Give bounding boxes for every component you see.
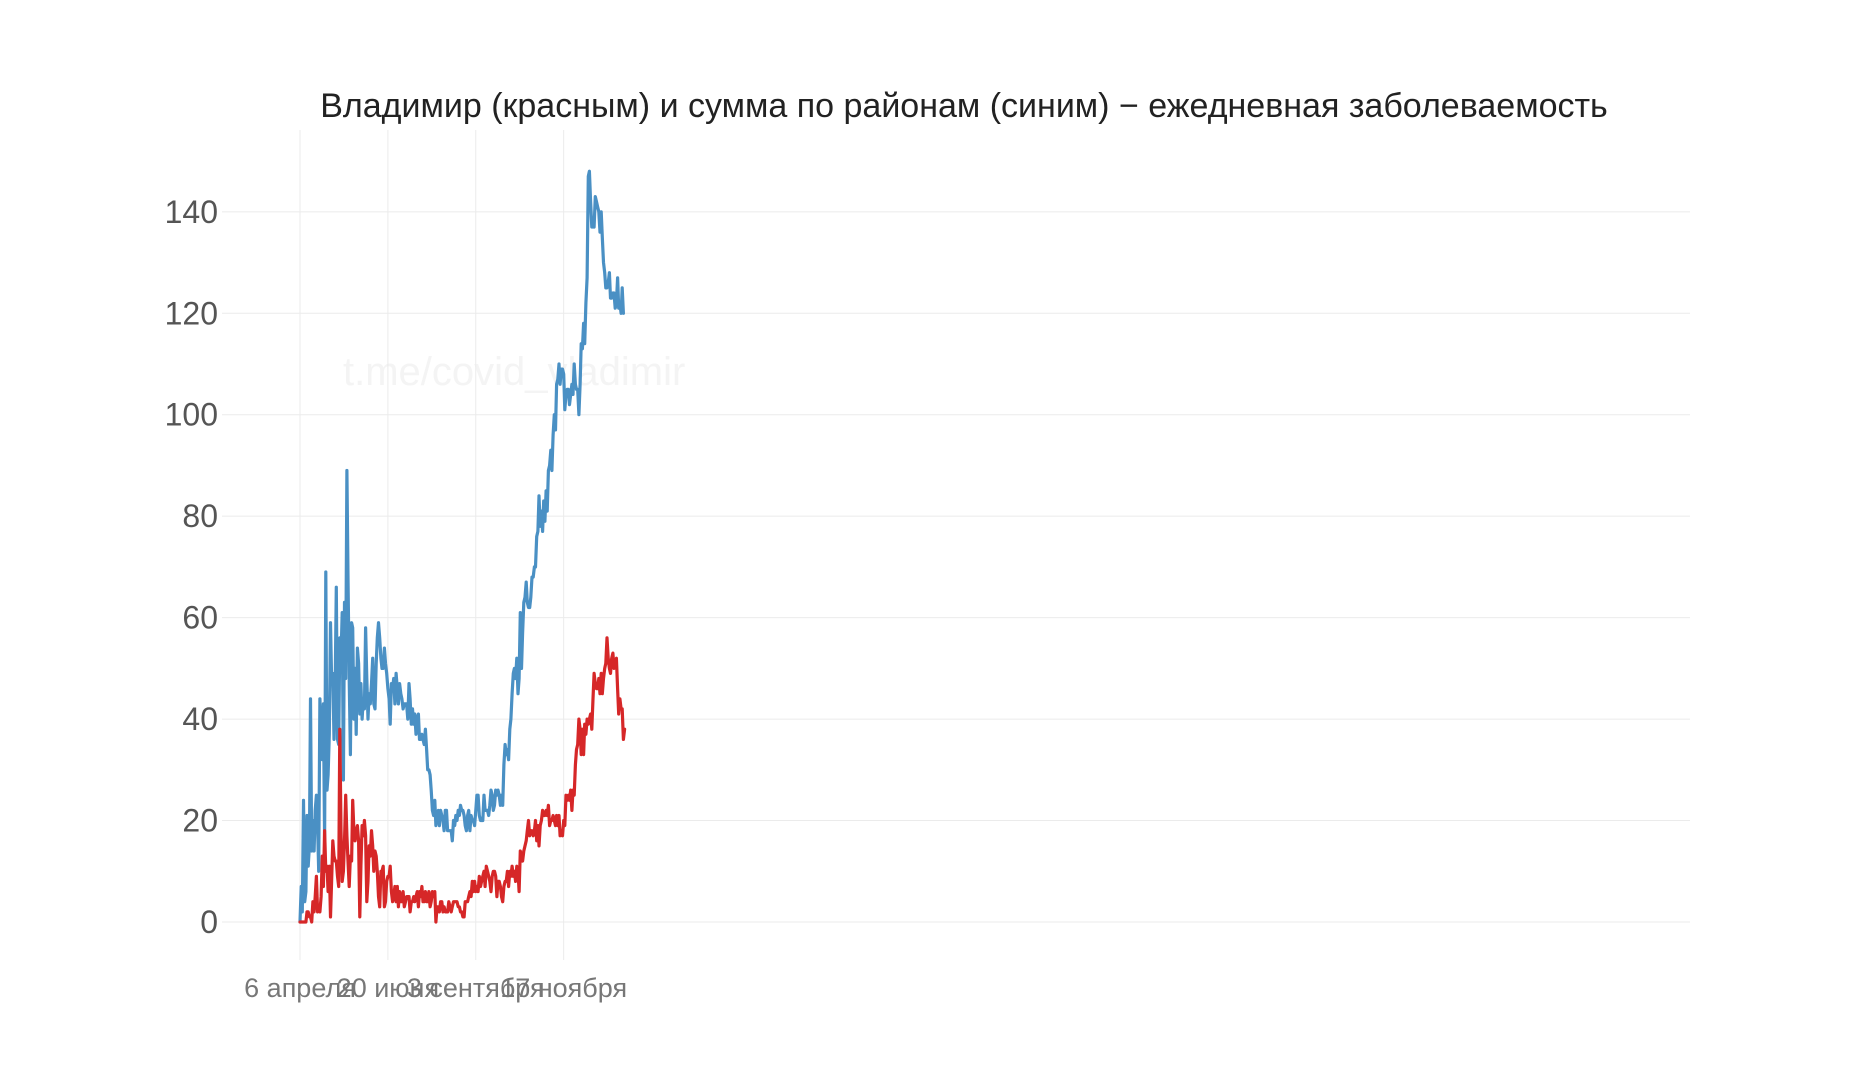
y-tick-label-120: 120 [165,295,218,331]
x-tick-label-2: 3 сентября [407,973,545,1003]
y-axis-ticks: 0 20 40 60 80 100 120 140 [165,194,218,940]
watermark: t.me/covid_vladimir [343,350,685,394]
x-tick-label-0: 6 апреля [244,973,356,1003]
y-tick-label-100: 100 [165,397,218,433]
x-tick-label-3: 17 ноября [500,973,627,1003]
x-tick-label-1: 20 июня [337,973,439,1003]
series-lines [298,169,627,924]
chart-title: Владимир (красным) и сумма по районам (с… [320,87,1608,125]
y-tick-label-60: 60 [182,600,218,636]
y-tick-label-0: 0 [200,904,218,940]
y-tick-label-140: 140 [165,194,218,230]
y-tick-label-80: 80 [182,498,218,534]
y-tick-label-40: 40 [182,701,218,737]
series-line-districts-sum [298,169,626,924]
series-line-vladimir [298,636,627,924]
y-tick-label-20: 20 [182,803,218,839]
